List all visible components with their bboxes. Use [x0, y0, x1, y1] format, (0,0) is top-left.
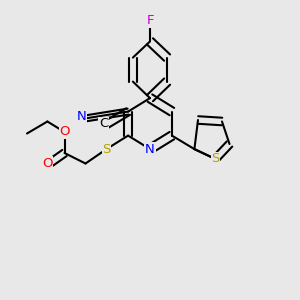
Text: N: N — [77, 110, 87, 124]
Text: S: S — [211, 152, 220, 166]
Text: N: N — [145, 142, 155, 156]
Text: F: F — [146, 14, 154, 28]
Text: O: O — [42, 157, 53, 170]
Text: S: S — [102, 142, 111, 156]
Text: O: O — [59, 125, 70, 139]
Text: C: C — [99, 117, 108, 130]
